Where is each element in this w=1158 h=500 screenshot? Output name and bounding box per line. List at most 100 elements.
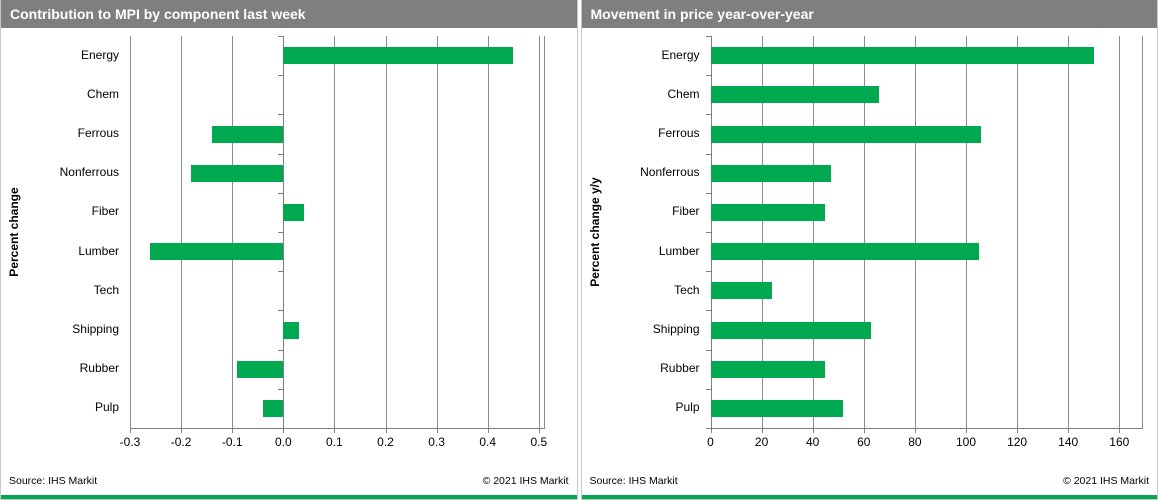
bar-rubber: [710, 360, 826, 378]
category-axis-tick: [705, 388, 711, 390]
source-label: Source: IHS Markit: [9, 475, 98, 487]
gridline: [1017, 36, 1019, 428]
x-tick-label: 100: [955, 435, 977, 449]
x-tick-mark: [1017, 429, 1019, 433]
x-tick-mark: [710, 429, 712, 433]
x-tick-mark: [436, 429, 438, 433]
x-tick-mark: [487, 429, 489, 433]
x-tick-label: 140: [1058, 435, 1079, 449]
x-tick-label: 0: [707, 435, 714, 449]
category-axis-tick: [278, 428, 284, 429]
bar-ferrous: [211, 125, 284, 143]
x-tick-mark: [914, 429, 916, 433]
x-tick-mark: [1119, 429, 1121, 433]
copyright-label: © 2021 IHS Markit: [1063, 475, 1149, 487]
x-tick-label: 0.3: [428, 435, 445, 449]
category-label-nonferrous: Nonferrous: [640, 165, 700, 180]
bar-chem: [710, 86, 880, 104]
x-tick-label: 160: [1109, 435, 1130, 449]
x-tick-mark: [130, 429, 131, 433]
accent-strip: [581, 495, 1157, 499]
chart-title: Movement in price year-over-year: [581, 0, 1157, 28]
category-label-energy: Energy: [661, 47, 700, 62]
category-axis-tick: [705, 153, 711, 155]
category-axis-tick: [705, 192, 711, 194]
bar-fiber: [710, 203, 826, 221]
bar-ferrous: [710, 125, 982, 143]
gridline: [1119, 36, 1121, 428]
category-axis-tick: [705, 428, 711, 429]
x-tick-mark: [283, 429, 285, 433]
x-tick-mark: [812, 429, 814, 433]
bar-nonferrous: [191, 164, 284, 182]
category-label-chem: Chem: [667, 86, 700, 101]
category-axis-tick: [705, 232, 711, 233]
category-axis-tick: [278, 75, 284, 77]
gridline: [181, 36, 183, 428]
bar-rubber: [237, 360, 284, 378]
category-label-fiber: Fiber: [91, 204, 119, 219]
category-axis-tick: [705, 310, 711, 312]
x-tick-mark: [334, 429, 336, 433]
category-axis-tick: [278, 310, 284, 312]
x-tick-mark: [181, 429, 183, 433]
bar-shipping: [283, 321, 299, 339]
category-axis-tick: [705, 75, 711, 77]
gridline: [232, 36, 234, 428]
plot-border-right: [543, 36, 545, 428]
category-label-rubber: Rubber: [660, 361, 700, 376]
category-label-energy: Energy: [80, 47, 119, 62]
category-axis-tick: [278, 271, 284, 273]
x-tick-label: -0.3: [119, 435, 141, 449]
category-label-rubber: Rubber: [79, 361, 119, 376]
x-tick-label: 40: [806, 435, 820, 449]
category-axis-tick: [705, 271, 711, 273]
gridline: [487, 36, 489, 428]
y-axis-title: Percent change y/y: [587, 177, 602, 287]
plot-border-right: [1142, 36, 1144, 428]
category-axis-tick: [705, 114, 711, 116]
bar-nonferrous: [710, 164, 831, 182]
bar-energy: [710, 47, 1094, 65]
y-axis-title: Percent change: [7, 187, 21, 277]
x-tick-mark: [1068, 429, 1070, 433]
gridline: [334, 36, 336, 428]
chart-panel-right: Movement in price year-over-year 0 20 40 60…: [580, 0, 1158, 500]
category-axis-tick: [278, 388, 284, 390]
category-label-chem: Chem: [86, 86, 119, 101]
x-tick-label: 0.4: [479, 435, 497, 449]
category-label-ferrous: Ferrous: [658, 126, 700, 140]
bar-lumber: [150, 243, 284, 261]
category-axis-tick: [278, 232, 284, 233]
gridline: [1068, 36, 1070, 428]
category-axis-tick: [705, 36, 711, 37]
gridline: [914, 36, 916, 428]
x-tick-label: 80: [908, 435, 922, 449]
x-tick-mark: [966, 429, 967, 433]
x-tick-label: -0.1: [221, 435, 243, 449]
category-axis-tick: [278, 153, 284, 155]
x-tick-label: 0.2: [377, 435, 394, 449]
bar-energy: [283, 47, 514, 65]
category-label-pulp: Pulp: [675, 400, 700, 415]
x-tick-label: 60: [857, 435, 871, 449]
category-label-tech: Tech: [674, 282, 700, 297]
category-label-fiber: Fiber: [672, 204, 700, 219]
copyright-label: © 2021 IHS Markit: [482, 475, 569, 487]
bar-fiber: [283, 203, 304, 221]
x-tick-mark: [232, 429, 234, 433]
x-tick-mark: [385, 429, 387, 433]
x-axis-line: [130, 428, 545, 429]
category-label-ferrous: Ferrous: [77, 126, 119, 140]
category-label-lumber: Lumber: [78, 243, 119, 258]
category-axis-tick: [278, 114, 284, 116]
gridline: [761, 36, 763, 428]
category-label-nonferrous: Nonferrous: [59, 165, 119, 180]
x-tick-mark: [761, 429, 763, 433]
x-tick-mark: [538, 429, 540, 433]
gridline: [130, 36, 131, 428]
x-tick-label: 120: [1007, 435, 1028, 449]
bar-pulp: [710, 399, 844, 417]
category-axis: [283, 36, 285, 428]
category-label-shipping: Shipping: [652, 322, 700, 336]
